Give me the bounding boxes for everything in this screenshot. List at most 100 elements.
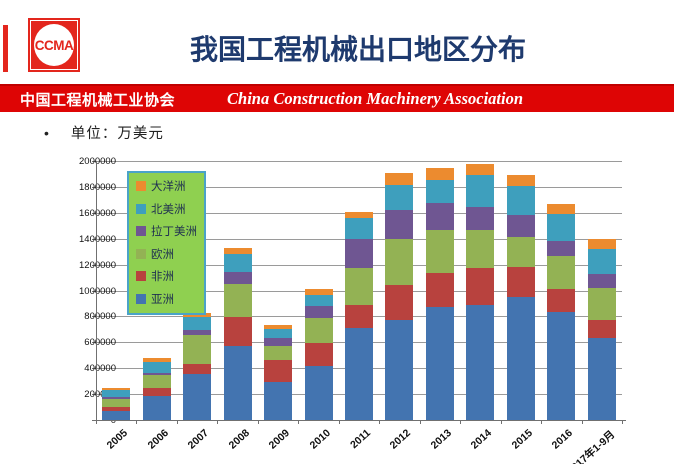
bar-segment: [425, 179, 454, 204]
x-axis-tick: [176, 420, 178, 424]
logo-text: CCMA: [34, 37, 74, 53]
legend-item: 亚洲: [136, 291, 197, 307]
x-axis-tick: [419, 420, 421, 424]
legend-label: 非洲: [151, 271, 174, 283]
legend-swatch-icon: [136, 181, 146, 191]
y-axis-tick: [92, 342, 96, 344]
y-axis-label: 1000000: [79, 285, 116, 297]
bar-segment: [425, 306, 454, 420]
bar-segment: [223, 254, 252, 272]
y-axis-label: 1400000: [79, 233, 116, 245]
bar-segment: [345, 217, 373, 240]
y-axis-tick: [92, 212, 96, 214]
legend-label: 拉丁美洲: [151, 226, 197, 238]
bar-segment: [304, 289, 333, 296]
bar-segment: [102, 398, 131, 408]
x-axis-tick: [217, 420, 219, 424]
legend-item: 大洋洲: [136, 178, 197, 194]
y-axis-label: 1200000: [79, 259, 116, 271]
bar-segment: [385, 184, 414, 211]
bar-segment: [345, 239, 373, 268]
legend-item: 非洲: [136, 268, 197, 284]
y-axis-label: 200000: [84, 389, 116, 401]
bar-segment: [223, 284, 252, 318]
x-axis-tick: [136, 420, 138, 424]
x-axis-tick: [338, 420, 340, 424]
bar-segment: [506, 215, 535, 238]
legend-item: 北美洲: [136, 201, 197, 217]
bar-segment: [264, 346, 293, 360]
bar-segment: [345, 304, 373, 329]
bar-segment: [547, 255, 576, 289]
bar-segment: [183, 313, 212, 318]
bar-segment: [547, 240, 576, 256]
legend-item: 拉丁美洲: [136, 223, 197, 239]
bar-segment: [587, 338, 616, 420]
bar-segment: [102, 388, 131, 390]
x-axis-tick: [257, 420, 259, 424]
bar-segment: [385, 285, 414, 321]
legend-swatch-icon: [136, 203, 146, 214]
bar-segment: [142, 387, 171, 397]
x-axis-label: 2005: [104, 427, 131, 452]
bar-segment: [142, 358, 171, 362]
left-edge-red-mark: [3, 25, 8, 72]
x-axis-tick: [96, 420, 97, 424]
y-axis-tick: [92, 420, 96, 421]
chart-legend: 大洋洲北美洲拉丁美洲欧洲非洲亚洲: [127, 171, 206, 315]
y-axis-tick: [92, 238, 96, 240]
bar-segment: [223, 248, 252, 255]
y-axis-label: 600000: [84, 337, 116, 349]
bar-segment: [385, 320, 414, 420]
y-axis-tick: [92, 368, 96, 370]
bar-segment: [264, 382, 293, 420]
bar-segment: [142, 373, 171, 376]
bar-segment: [466, 206, 495, 230]
y-axis-tick: [92, 394, 96, 396]
page-title: 我国工程机械出口地区分布: [190, 34, 527, 65]
bar-segment: [425, 203, 454, 230]
bar-segment: [466, 229, 495, 268]
bar-segment: [264, 359, 293, 383]
bar-segment: [345, 211, 373, 218]
y-axis-line: [96, 161, 97, 420]
banner-chinese-name: 中国工程机械工业协会: [20, 91, 176, 109]
logo-circle: CCMA: [34, 24, 74, 66]
bar-segment: [183, 334, 212, 364]
bar-segment: [506, 237, 535, 268]
bar-segment: [264, 325, 293, 330]
bar-segment: [102, 397, 131, 399]
x-axis-tick: [500, 420, 502, 424]
bar-segment: [142, 361, 171, 374]
bar-segment: [587, 273, 616, 288]
bar-segment: [264, 337, 293, 347]
legend-label: 大洋洲: [151, 181, 186, 193]
banner-english-name: China Construction Machinery Association: [227, 89, 524, 108]
gridline: [96, 161, 622, 162]
bar-segment: [506, 296, 535, 420]
bar-segment: [304, 306, 333, 319]
bar-segment: [547, 214, 576, 241]
bullet-icon: •: [44, 124, 49, 141]
y-axis-tick: [92, 316, 96, 318]
bar-segment: [425, 229, 454, 273]
legend-swatch-icon: [136, 248, 146, 259]
legend-label: 欧洲: [151, 248, 174, 261]
unit-note-text: 单位：万美元: [70, 126, 164, 142]
bar-segment: [466, 163, 495, 175]
bar-segment: [142, 375, 171, 388]
bar-segment: [142, 396, 171, 420]
bar-segment: [547, 288, 576, 312]
bar-segment: [425, 168, 454, 180]
bar-segment: [547, 203, 576, 215]
y-axis-label: 1600000: [79, 207, 116, 219]
bar-segment: [425, 273, 454, 307]
bar-segment: [385, 238, 414, 286]
bar-segment: [223, 271, 252, 285]
x-axis-tick: [379, 420, 381, 424]
bar-segment: [466, 267, 495, 305]
x-axis-tick: [541, 420, 543, 424]
bar-segment: [506, 267, 535, 297]
bar-segment: [102, 407, 131, 411]
bar-segment: [587, 249, 616, 274]
